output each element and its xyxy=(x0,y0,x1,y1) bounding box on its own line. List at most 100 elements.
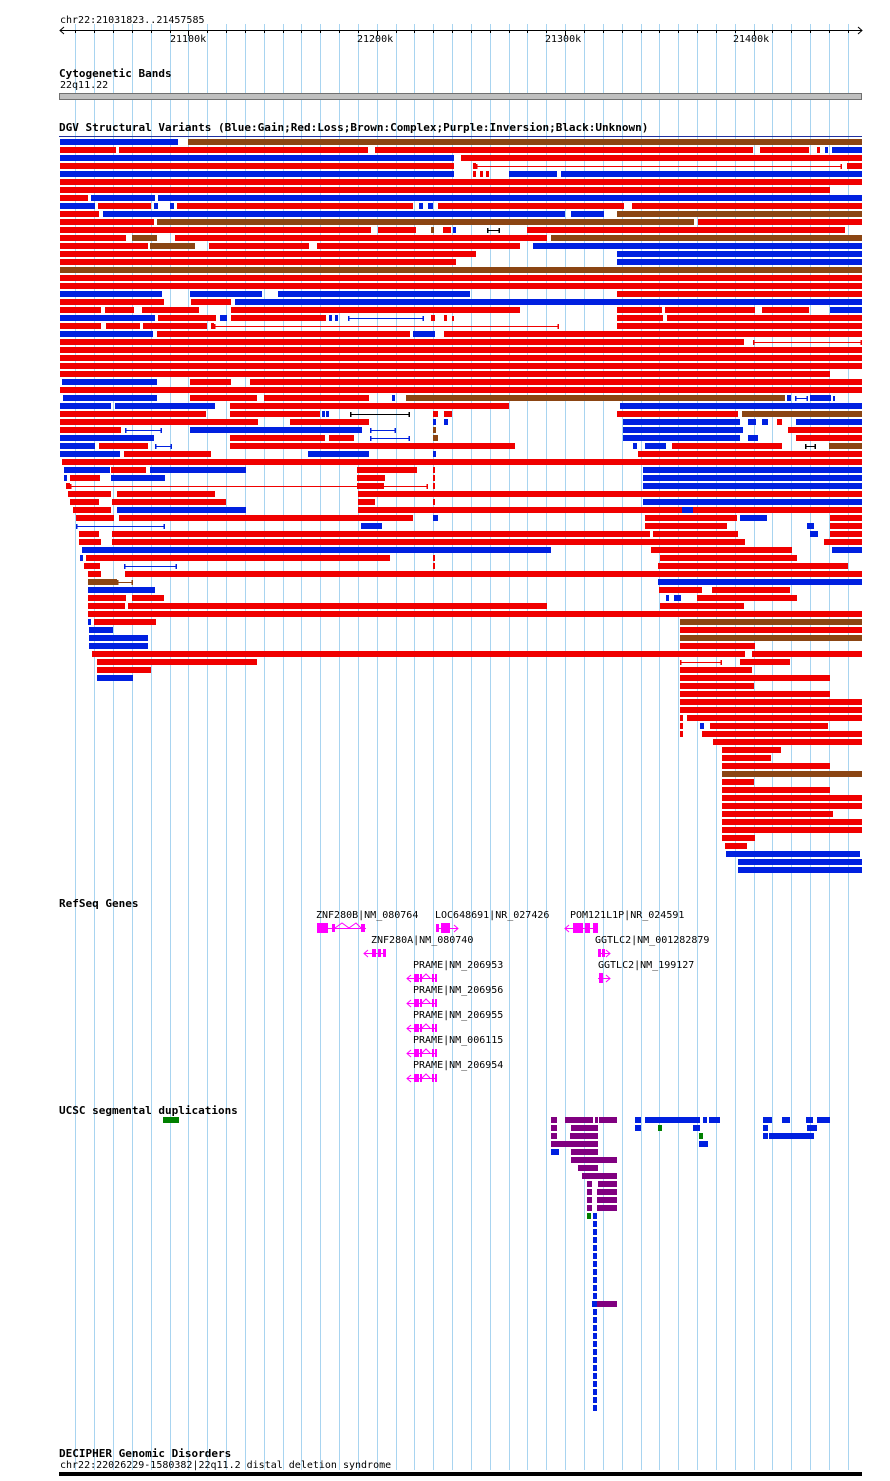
segdup-feature[interactable] xyxy=(551,1141,598,1147)
variant-end-mark[interactable] xyxy=(408,436,411,441)
decipher-feature-bar[interactable] xyxy=(59,1472,862,1476)
variant[interactable] xyxy=(847,163,862,169)
segdup-feature[interactable] xyxy=(595,1117,598,1123)
segdup-feature[interactable] xyxy=(658,1125,662,1131)
variant[interactable] xyxy=(190,427,362,433)
variant[interactable] xyxy=(680,691,830,697)
variant[interactable] xyxy=(738,867,862,873)
variant[interactable] xyxy=(660,603,744,609)
variant[interactable] xyxy=(60,267,862,273)
variant[interactable] xyxy=(829,443,862,449)
variant[interactable] xyxy=(60,259,456,265)
segdup-feature[interactable] xyxy=(763,1125,768,1131)
variant[interactable] xyxy=(561,171,862,177)
variant[interactable] xyxy=(444,331,862,337)
gene-strand-arrow[interactable] xyxy=(406,974,412,983)
segdup-feature[interactable] xyxy=(551,1117,557,1123)
segdup-feature[interactable] xyxy=(817,1117,830,1123)
gene-label[interactable]: ZNF280A|NM_080740 xyxy=(371,935,474,946)
segdup-feature[interactable] xyxy=(582,1173,617,1179)
variant[interactable] xyxy=(64,467,110,473)
variant[interactable] xyxy=(810,395,831,401)
variant[interactable] xyxy=(335,315,338,321)
variant[interactable] xyxy=(617,323,862,329)
variant[interactable] xyxy=(375,147,753,153)
variant[interactable] xyxy=(230,435,325,441)
variant[interactable] xyxy=(117,507,246,513)
segdup-feature[interactable] xyxy=(593,1309,597,1315)
gene-exon[interactable] xyxy=(441,923,450,933)
segdup-feature[interactable] xyxy=(593,1285,597,1291)
segdup-feature[interactable] xyxy=(571,1157,617,1163)
variant-end-mark[interactable] xyxy=(452,316,455,321)
segdup-feature[interactable] xyxy=(587,1205,592,1211)
variant[interactable] xyxy=(60,243,148,249)
variant[interactable] xyxy=(738,859,862,865)
gene-label[interactable]: GGTLC2|NM_001282879 xyxy=(595,935,710,946)
variant[interactable] xyxy=(748,419,756,425)
variant-end-mark[interactable] xyxy=(805,444,807,449)
variant[interactable] xyxy=(433,435,438,441)
gene-exon[interactable] xyxy=(599,973,603,983)
variant[interactable] xyxy=(726,851,860,857)
variant[interactable] xyxy=(60,283,862,289)
variant-end-mark[interactable] xyxy=(163,524,166,529)
variant[interactable] xyxy=(230,403,509,409)
gene-exon[interactable] xyxy=(414,1024,419,1032)
gene-intron[interactable] xyxy=(421,1073,431,1079)
variant[interactable] xyxy=(60,179,862,185)
variant[interactable] xyxy=(190,291,262,297)
gene-label[interactable]: PRAME|NM_206956 xyxy=(413,985,504,996)
segdup-feature[interactable] xyxy=(593,1341,597,1347)
variant[interactable] xyxy=(725,843,747,849)
variant[interactable] xyxy=(722,763,830,769)
gene-exon[interactable] xyxy=(585,923,590,933)
variant[interactable] xyxy=(125,571,862,577)
variant[interactable] xyxy=(60,147,116,153)
segdup-feature[interactable] xyxy=(593,1269,597,1275)
variant[interactable] xyxy=(433,451,436,457)
gene-strand-arrow[interactable] xyxy=(406,1024,412,1033)
gene-exon[interactable] xyxy=(436,924,439,932)
variant[interactable] xyxy=(444,419,448,425)
variant[interactable] xyxy=(431,227,434,233)
variant[interactable] xyxy=(175,235,547,241)
variant[interactable] xyxy=(88,611,862,617)
variant[interactable] xyxy=(682,507,693,513)
gene-label[interactable]: GGTLC2|NM_199127 xyxy=(598,960,695,971)
variant[interactable] xyxy=(551,235,862,241)
variant[interactable] xyxy=(230,411,320,417)
gene-label[interactable]: ZNF280B|NM_080764 xyxy=(316,910,419,921)
variant-end-mark[interactable] xyxy=(557,324,560,329)
variant-end-mark[interactable] xyxy=(170,444,173,449)
variant[interactable] xyxy=(128,603,547,609)
gene-intron[interactable] xyxy=(421,998,431,1004)
segdup-feature[interactable] xyxy=(597,1205,617,1211)
variant[interactable] xyxy=(762,307,809,313)
variant-end-mark[interactable] xyxy=(798,508,801,513)
segdup-feature[interactable] xyxy=(645,1117,700,1123)
variant[interactable] xyxy=(70,475,100,481)
segdup-feature[interactable] xyxy=(593,1405,597,1411)
variant[interactable] xyxy=(88,619,91,625)
variant[interactable] xyxy=(527,227,845,233)
variant[interactable] xyxy=(158,195,862,201)
variant[interactable] xyxy=(60,435,154,441)
variant[interactable] xyxy=(617,411,738,417)
variant[interactable] xyxy=(658,579,862,585)
segdup-feature[interactable] xyxy=(587,1197,592,1203)
variant[interactable] xyxy=(712,587,790,593)
gene-strand-arrow[interactable] xyxy=(605,949,611,958)
variant[interactable] xyxy=(680,723,683,729)
gene-exon[interactable] xyxy=(361,924,365,932)
variant[interactable] xyxy=(60,155,454,161)
variant[interactable] xyxy=(748,435,758,441)
variant[interactable] xyxy=(788,427,862,433)
variant-end-mark[interactable] xyxy=(394,428,397,433)
variant[interactable] xyxy=(103,211,565,217)
variant-end-mark[interactable] xyxy=(720,660,723,665)
variant[interactable] xyxy=(88,571,101,577)
gene-exon[interactable] xyxy=(383,949,386,957)
variant[interactable] xyxy=(740,659,790,665)
